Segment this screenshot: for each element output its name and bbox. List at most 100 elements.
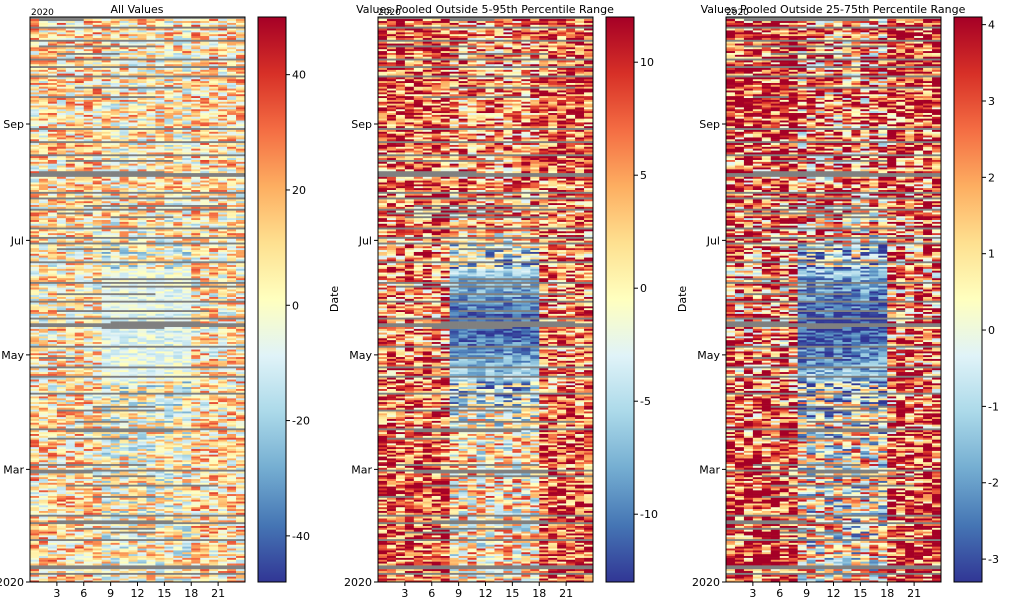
heatmap-cell: [56, 212, 67, 215]
heatmap-cell: [209, 317, 219, 320]
heatmap-cell: [209, 309, 219, 312]
heatmap-cell: [236, 458, 246, 461]
heatmap-cell: [128, 514, 138, 517]
heatmap-cell: [101, 306, 111, 309]
heatmap-cell: [74, 435, 85, 438]
heatmap-cell: [191, 439, 201, 442]
heatmap-cell: [74, 431, 85, 435]
heatmap-cell: [56, 439, 67, 442]
heatmap-cell: [110, 210, 120, 213]
heatmap-cell: [155, 570, 165, 573]
heatmap-cell: [47, 396, 58, 399]
heatmap-cell: [191, 381, 201, 384]
heatmap-cell: [119, 488, 129, 491]
heatmap-cell: [128, 480, 138, 483]
heatmap-cell: [191, 431, 201, 435]
heatmap-cell: [227, 253, 237, 256]
heatmap-cell: [30, 261, 40, 264]
heatmap-cell: [119, 413, 129, 416]
heatmap-cell: [83, 426, 94, 429]
heatmap-cell: [110, 347, 120, 350]
heatmap-cell: [155, 403, 165, 406]
heatmap-cell: [209, 486, 219, 489]
heatmap-cell: [209, 580, 219, 583]
heatmap-cell: [74, 499, 85, 502]
heatmap-cell: [173, 533, 183, 536]
heatmap-cell: [47, 249, 58, 252]
heatmap-cell: [56, 409, 67, 412]
heatmap-cell: [92, 227, 102, 230]
heatmap-cell: [146, 264, 156, 267]
heatmap-cell: [227, 568, 237, 572]
heatmap-cell: [92, 469, 102, 472]
heatmap-cell: [110, 493, 120, 496]
heatmap-cell: [30, 214, 40, 217]
heatmap-cell: [146, 206, 156, 209]
heatmap-cell: [110, 364, 120, 367]
heatmap-cell: [30, 307, 40, 311]
heatmap-cell: [47, 533, 58, 536]
heatmap-cell: [164, 475, 174, 478]
heatmap-cell: [218, 369, 228, 373]
heatmap-cell: [146, 381, 156, 384]
heatmap-cell: [227, 351, 237, 354]
heatmap-cell: [191, 281, 201, 284]
heatmap-cell: [92, 580, 102, 583]
heatmap-cell: [155, 302, 165, 305]
heatmap-cell: [155, 356, 165, 359]
heatmap-cell: [164, 264, 174, 267]
heatmap-cell: [38, 324, 49, 328]
heatmap-cell: [218, 503, 228, 506]
heatmap-cell: [191, 553, 201, 557]
heatmap-cell: [101, 435, 111, 438]
heatmap-cell: [92, 516, 102, 519]
heatmap-cell: [74, 246, 85, 249]
heatmap-cell: [209, 467, 219, 470]
heatmap-cell: [200, 486, 210, 489]
heatmap-cell: [119, 563, 129, 566]
heatmap-cell: [236, 563, 246, 566]
heatmap-cell: [146, 516, 156, 519]
heatmap-cell: [200, 366, 210, 369]
heatmap-cell: [200, 542, 210, 545]
heatmap-cell: [236, 264, 246, 267]
heatmap-cell: [137, 296, 147, 299]
heatmap-cell: [227, 576, 237, 579]
heatmap-cell: [119, 533, 129, 536]
heatmap-cell: [65, 246, 76, 249]
heatmap-cell: [92, 217, 102, 221]
heatmap-cell: [47, 538, 58, 542]
heatmap-cell: [227, 343, 237, 346]
heatmap-cell: [236, 488, 246, 491]
heatmap-cell: [182, 480, 192, 483]
heatmap-cell: [164, 444, 174, 448]
heatmap-cell: [92, 450, 102, 453]
heatmap-cell: [56, 223, 67, 226]
heatmap-cell: [182, 540, 192, 543]
heatmap-cell: [101, 570, 111, 573]
heatmap-cell: [164, 446, 174, 450]
heatmap-cell: [56, 557, 67, 560]
heatmap-cell: [47, 227, 58, 230]
heatmap-cell: [56, 242, 67, 245]
heatmap-cell: [119, 550, 129, 553]
heatmap-cell: [101, 467, 111, 470]
heatmap-cell: [227, 349, 237, 352]
heatmap-cell: [119, 364, 129, 367]
heatmap-cell: [83, 277, 94, 281]
heatmap-cell: [164, 390, 174, 393]
heatmap-cell: [227, 439, 237, 442]
heatmap-cell: [209, 536, 219, 540]
heatmap-cell: [47, 510, 58, 513]
heatmap-cell: [200, 214, 210, 217]
heatmap-cell: [137, 503, 147, 506]
heatmap-cell: [200, 197, 210, 200]
heatmap-cell: [65, 452, 76, 455]
heatmap-cell: [155, 362, 165, 365]
heatmap-cell: [65, 285, 76, 288]
heatmap-cell: [47, 324, 58, 328]
heatmap-cell: [218, 386, 228, 389]
heatmap-cell: [47, 272, 58, 275]
heatmap-cell: [65, 255, 76, 258]
heatmap-cell: [47, 307, 58, 311]
